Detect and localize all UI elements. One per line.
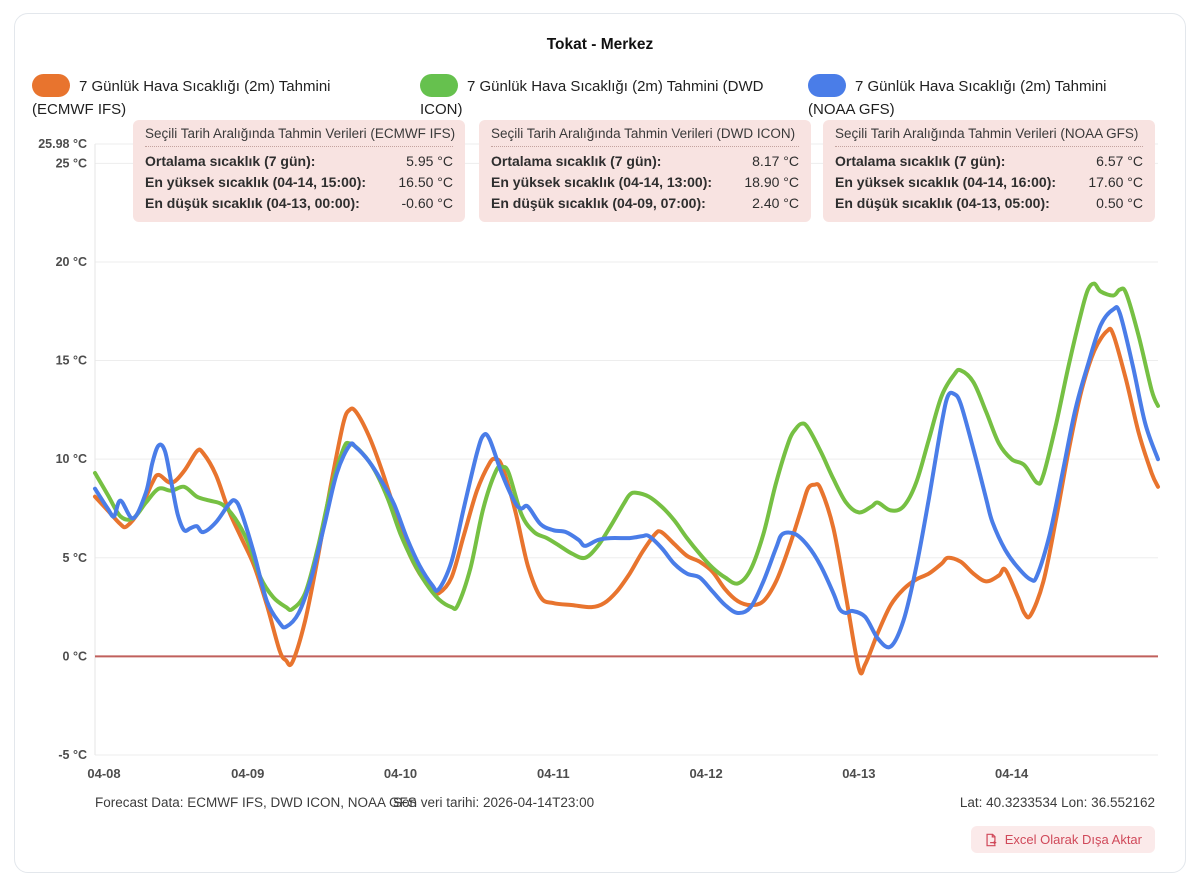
stat-row-label: En yüksek sıcaklık (04-14, 15:00): — [145, 174, 367, 190]
forecast-source-text: Forecast Data: ECMWF IFS, DWD ICON, NOAA… — [95, 795, 417, 810]
stat-row-value: -0.60 °C — [401, 195, 453, 211]
file-export-icon — [984, 833, 998, 847]
y-axis-label: 15 °C — [56, 354, 87, 368]
stat-box: Seçili Tarih Aralığında Tahmin Verileri … — [479, 120, 811, 222]
legend-marker-icon — [808, 74, 846, 97]
stat-row: En düşük sıcaklık (04-13, 00:00): -0.60 °… — [145, 193, 453, 214]
coordinates-text: Lat: 40.3233534 Lon: 36.552162 — [959, 795, 1155, 810]
stat-box-title: Seçili Tarih Aralığında Tahmin Verileri … — [835, 126, 1143, 147]
y-axis-label: 20 °C — [56, 255, 87, 269]
stat-row-label: Ortalama sıcaklık (7 gün): — [835, 153, 1006, 169]
legend-marker-icon — [420, 74, 458, 97]
stat-row-label: Ortalama sıcaklık (7 gün): — [491, 153, 662, 169]
stat-box: Seçili Tarih Aralığında Tahmin Verileri … — [823, 120, 1155, 222]
stat-row: En düşük sıcaklık (04-13, 05:00): 0.50 °C — [835, 193, 1143, 214]
series-line-noaa-gfs — [93, 305, 1160, 650]
y-axis-label: 25.98 °C — [38, 137, 87, 151]
x-axis-label: 04-11 — [537, 766, 570, 781]
x-axis-label: 04-12 — [689, 766, 722, 781]
legend-item-noaa-gfs[interactable]: 7 Günlük Hava Sıcaklığı (2m) Tahmini (NO… — [808, 74, 1140, 122]
stat-row-value: 0.50 °C — [1096, 195, 1143, 211]
legend-item-ecmwf-ifs[interactable]: 7 Günlük Hava Sıcaklığı (2m) Tahmini (EC… — [32, 74, 364, 122]
stat-row-label: En düşük sıcaklık (04-09, 07:00): — [491, 195, 706, 211]
stat-row: En yüksek sıcaklık (04-14, 15:00): 16.50 … — [145, 172, 453, 193]
stat-row-label: En yüksek sıcaklık (04-14, 13:00): — [491, 174, 713, 190]
y-axis-label: 5 °C — [63, 551, 87, 565]
stat-row-value: 6.57 °C — [1096, 153, 1143, 169]
x-axis-label: 04-09 — [231, 766, 264, 781]
stat-row: Ortalama sıcaklık (7 gün): 5.95 °C — [145, 151, 453, 172]
stat-row-value: 16.50 °C — [398, 174, 453, 190]
legend-marker-icon — [32, 74, 70, 97]
series-line-dwd-icon — [93, 281, 1160, 613]
series-line-ecmwf-ifs — [93, 326, 1160, 676]
stat-row-label: En yüksek sıcaklık (04-14, 16:00): — [835, 174, 1057, 190]
stat-row-value: 2.40 °C — [752, 195, 799, 211]
y-axis-label: -5 °C — [58, 748, 87, 762]
x-axis-label: 04-13 — [842, 766, 875, 781]
stat-row-value: 8.17 °C — [752, 153, 799, 169]
excel-export-button[interactable]: Excel Olarak Dışa Aktar — [970, 826, 1155, 853]
stat-box: Seçili Tarih Aralığında Tahmin Verileri … — [133, 120, 465, 222]
x-axis-label: 04-08 — [87, 766, 120, 781]
stat-row: Ortalama sıcaklık (7 gün): 6.57 °C — [835, 151, 1143, 172]
stat-row-value: 18.90 °C — [744, 174, 799, 190]
legend-item-dwd-icon[interactable]: 7 Günlük Hava Sıcaklığı (2m) Tahmini (DW… — [420, 74, 790, 122]
stat-box-title: Seçili Tarih Aralığında Tahmin Verileri … — [491, 126, 799, 147]
last-data-date-text: Son veri tarihi: 2026-04-14T23:00 — [393, 795, 595, 810]
stat-row-label: En düşük sıcaklık (04-13, 00:00): — [145, 195, 360, 211]
legend-label: 7 Günlük Hava Sıcaklığı (2m) Tahmini (DW… — [420, 78, 764, 119]
stat-box-title: Seçili Tarih Aralığında Tahmin Verileri … — [145, 126, 455, 147]
stat-row-label: Ortalama sıcaklık (7 gün): — [145, 153, 316, 169]
x-axis-label: 04-14 — [995, 766, 1029, 781]
legend-label: 7 Günlük Hava Sıcaklığı (2m) Tahmini (EC… — [32, 78, 331, 119]
legend-label: 7 Günlük Hava Sıcaklığı (2m) Tahmini (NO… — [808, 78, 1107, 119]
stat-row-value: 17.60 °C — [1088, 174, 1143, 190]
stat-row-label: En düşük sıcaklık (04-13, 05:00): — [835, 195, 1050, 211]
stat-row: Ortalama sıcaklık (7 gün): 8.17 °C — [491, 151, 799, 172]
stat-row: En yüksek sıcaklık (04-14, 13:00): 18.90 … — [491, 172, 799, 193]
y-axis-label: 0 °C — [63, 649, 87, 663]
excel-export-label: Excel Olarak Dışa Aktar — [1004, 832, 1142, 847]
y-axis-label: 25 °C — [56, 156, 87, 170]
stat-row-value: 5.95 °C — [406, 153, 453, 169]
stat-row: En düşük sıcaklık (04-09, 07:00): 2.40 °C — [491, 193, 799, 214]
x-axis-label: 04-10 — [384, 766, 417, 781]
stat-row: En yüksek sıcaklık (04-14, 16:00): 17.60 … — [835, 172, 1143, 193]
page-title: Tokat - Merkez — [546, 36, 654, 53]
y-axis-label: 10 °C — [56, 452, 87, 466]
